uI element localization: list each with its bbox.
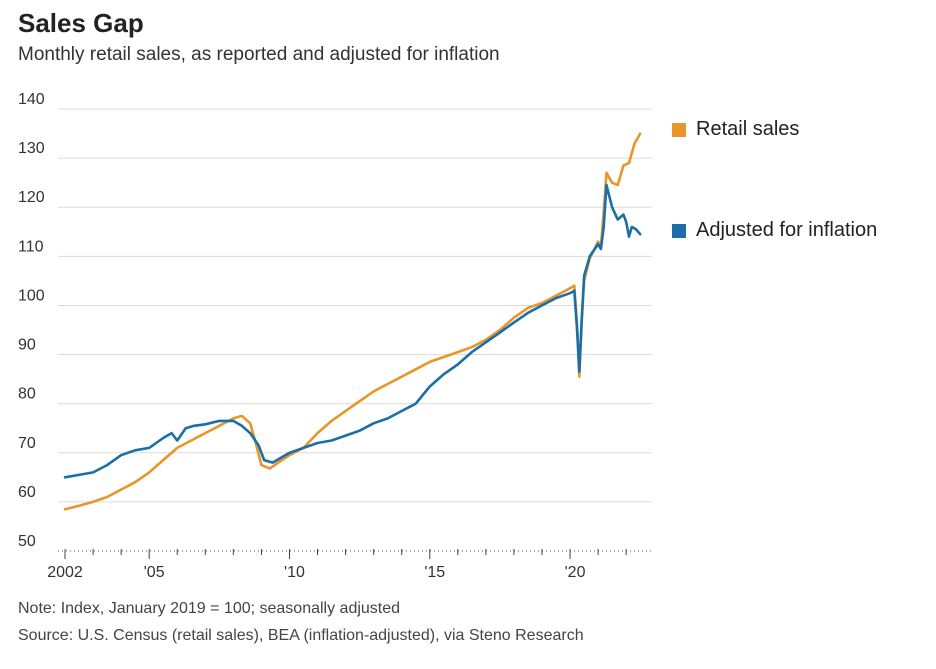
chart-title: Sales Gap: [18, 8, 144, 38]
x-tick-label-'15: '15: [424, 564, 445, 581]
x-tick-label-'20: '20: [565, 564, 586, 581]
legend-label-adjusted: Adjusted for inflation: [696, 219, 878, 241]
y-tick-label-100: 100: [18, 287, 45, 304]
legend-swatch-adjusted: [672, 223, 686, 238]
y-tick-label-120: 120: [18, 189, 45, 206]
legend-label-retail-sales: Retail sales: [696, 118, 800, 140]
chart-source: Source: U.S. Census (retail sales), BEA …: [18, 627, 584, 644]
y-tick-label-50: 50: [18, 533, 36, 550]
y-tick-label-130: 130: [18, 140, 45, 157]
chart-subtitle: Monthly retail sales, as reported and ad…: [18, 44, 500, 65]
chart-note: Note: Index, January 2019 = 100; seasona…: [18, 600, 401, 617]
legend-item-retail-sales: Retail sales: [672, 118, 799, 141]
series-line-adjusted-for-inflation: [63, 183, 642, 479]
y-tick-label-90: 90: [18, 337, 36, 354]
y-tick-label-60: 60: [18, 484, 36, 501]
legend-swatch-retail-sales: [672, 122, 686, 137]
y-tick-label-80: 80: [18, 386, 36, 403]
x-tick-label-2002: 2002: [47, 564, 83, 581]
x-tick-label-'05: '05: [144, 564, 165, 581]
y-tick-label-140: 140: [18, 91, 45, 108]
y-tick-label-70: 70: [18, 435, 36, 452]
y-tick-label-110: 110: [18, 238, 44, 255]
legend-item-adjusted: Adjusted for inflation: [672, 219, 877, 242]
x-tick-label-'10: '10: [284, 564, 305, 581]
